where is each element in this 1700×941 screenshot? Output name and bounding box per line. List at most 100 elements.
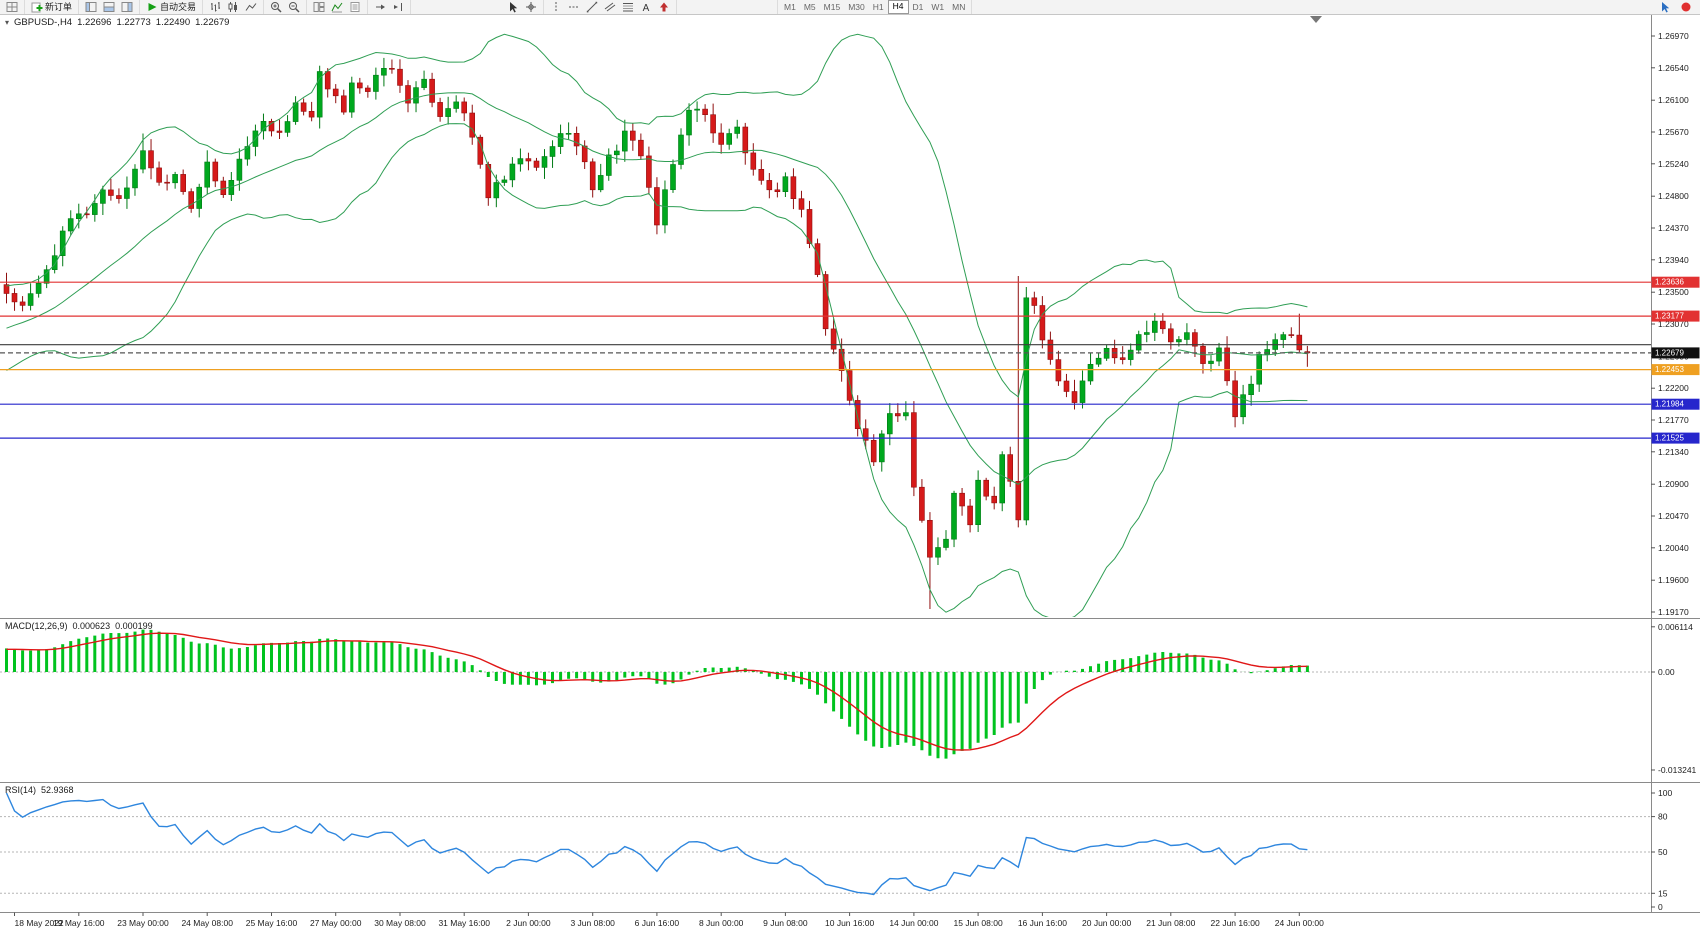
candle-body (356, 82, 363, 89)
templates-icon[interactable] (347, 1, 363, 13)
autotrading-button-label: 自动交易 (160, 2, 197, 12)
channel-icon[interactable] (602, 1, 618, 13)
candle-body (597, 175, 604, 191)
price-tick-label: 1.23500 (1658, 287, 1689, 297)
candle-body (830, 328, 837, 350)
chart-shift-icon[interactable] (390, 1, 406, 13)
candle-body (340, 95, 347, 113)
candle-body (493, 182, 500, 199)
price-tick-label: 1.20470 (1658, 511, 1689, 521)
candle-body (1208, 360, 1214, 364)
candlestick-chart-icon[interactable] (225, 1, 241, 13)
price-tick-label: 1.24800 (1658, 191, 1689, 201)
auto-scroll-icon[interactable] (372, 1, 388, 13)
price-tick-label: 1.19600 (1658, 575, 1689, 585)
candle-body (316, 71, 323, 118)
timeframe-m15-button[interactable]: M15 (823, 2, 841, 12)
candle-body (485, 164, 492, 199)
candle-body (27, 293, 34, 306)
time-label: 8 Jun 00:00 (699, 918, 744, 928)
timeframe-h4-button[interactable]: H4 (887, 0, 909, 14)
price-level-label-box[interactable] (1651, 364, 1700, 376)
timeframe-h1-button[interactable]: H1 (872, 2, 884, 12)
new-order-button[interactable]: 新订单 (29, 1, 74, 13)
candle-body (1007, 454, 1014, 482)
bar-chart-icon[interactable] (207, 1, 223, 13)
timeframe-d1-button[interactable]: D1 (912, 2, 924, 12)
tile-windows-icon[interactable] (311, 1, 327, 13)
candle-body (212, 161, 219, 182)
rsi-tick-label: 50 (1658, 847, 1668, 857)
zoom-in-icon[interactable] (268, 1, 284, 13)
charts-grid-icon[interactable] (4, 1, 20, 13)
price-level-label: 1.21525 (1655, 434, 1684, 443)
candle-body (1264, 349, 1270, 355)
bars-glyph (209, 1, 221, 13)
grid-glyph (6, 1, 18, 13)
price-level-label-box[interactable] (1651, 276, 1700, 288)
rsi-panel-plot[interactable] (0, 792, 1651, 896)
cursor-blue-glyph (1659, 1, 1671, 13)
trendline-icon[interactable] (584, 1, 600, 13)
candle-body (654, 187, 660, 226)
market-watch-icon[interactable] (83, 1, 99, 13)
candle-body (1047, 339, 1054, 360)
price-tick-label: 1.20900 (1658, 479, 1689, 489)
main-chart-plot[interactable] (0, 33, 1651, 619)
candle-body (1288, 334, 1295, 336)
timeframe-mn-button[interactable]: MN (952, 2, 966, 12)
candle-body (710, 114, 716, 134)
price-level-label-box[interactable] (1651, 398, 1700, 410)
price-level-label-box[interactable] (1651, 432, 1700, 444)
time-label: 27 May 00:00 (310, 918, 362, 928)
rsi-line (5, 792, 1308, 896)
chart-menu-icon[interactable]: ▾ (5, 18, 10, 27)
macd-panel-plot[interactable] (0, 629, 1651, 759)
candle-body (1135, 334, 1142, 351)
timeframe-m30-button[interactable]: M30 (848, 2, 865, 12)
timeframe-w1-button[interactable]: W1 (931, 2, 945, 12)
cursor-icon[interactable] (505, 1, 521, 13)
price-level-label-box[interactable] (1651, 347, 1700, 359)
crosshair-icon[interactable] (523, 1, 539, 13)
zoom-out-glyph (288, 1, 300, 13)
candle-body (172, 174, 178, 184)
line-chart-icon[interactable] (243, 1, 259, 13)
chart-shift-marker[interactable] (1310, 16, 1322, 23)
price-axis[interactable] (1651, 14, 1700, 912)
zoom-out-icon[interactable] (286, 1, 302, 13)
data-window-icon[interactable] (101, 1, 117, 13)
candle-body (196, 186, 202, 209)
group-draw: A (544, 0, 678, 14)
candle-body (919, 486, 925, 521)
vertical-line-icon[interactable] (548, 1, 564, 13)
red-dot-glyph (1680, 1, 1692, 13)
timeframe-m1-button[interactable]: M1 (784, 2, 796, 12)
time-label: 23 May 00:00 (117, 918, 169, 928)
notification-badge[interactable] (1678, 1, 1694, 13)
pointer-tool-icon[interactable] (1657, 1, 1673, 13)
autotrading-button[interactable]: 自动交易 (144, 1, 198, 13)
candle-body (1224, 347, 1230, 382)
candle-body (1168, 328, 1174, 343)
indicators-icon[interactable] (329, 1, 345, 13)
timeframe-m5-button[interactable]: M5 (803, 2, 816, 12)
fibonacci-icon[interactable] (620, 1, 636, 13)
text-icon[interactable]: A (638, 1, 654, 13)
candle-body (806, 209, 813, 244)
horizontal-line-icon[interactable] (566, 1, 582, 13)
candle-body (638, 139, 644, 157)
candle-body (1015, 480, 1022, 521)
time-label: 24 Jun 00:00 (1275, 918, 1324, 928)
candle-body (92, 203, 98, 215)
candle-body (886, 413, 893, 435)
price-level-label-box[interactable] (1651, 310, 1700, 322)
arrows-icon[interactable] (656, 1, 672, 13)
price-level-label: 1.21984 (1655, 400, 1684, 409)
navigator-icon[interactable] (119, 1, 135, 13)
candle-body (397, 68, 403, 86)
bollinger-upper-band (6, 33, 1308, 398)
time-label: 30 May 08:00 (374, 918, 426, 928)
